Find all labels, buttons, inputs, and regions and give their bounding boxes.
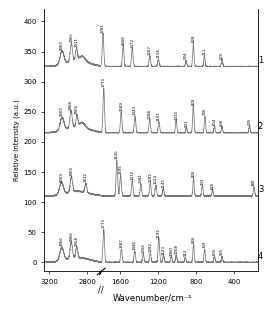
Text: 912: 912: [183, 249, 187, 256]
Text: 1008: 1008: [174, 244, 178, 254]
Text: 2911: 2911: [75, 37, 78, 47]
Text: 626: 626: [211, 182, 214, 189]
Text: 1773: 1773: [102, 77, 106, 87]
Text: 3: 3: [258, 185, 263, 194]
Text: 2968: 2968: [69, 100, 73, 110]
Text: 1356: 1356: [141, 243, 145, 253]
Text: 1191: 1191: [157, 111, 161, 121]
Text: 706: 706: [203, 108, 207, 115]
Text: 2965: 2965: [69, 32, 73, 42]
Text: 1781: 1781: [101, 23, 105, 33]
Text: 188: 188: [252, 178, 256, 186]
Text: 1773: 1773: [102, 218, 106, 228]
Text: 604: 604: [212, 118, 217, 125]
Text: 1288: 1288: [148, 109, 152, 119]
Text: 1635: 1635: [115, 149, 119, 159]
Text: 1: 1: [258, 56, 263, 65]
Text: 901: 901: [184, 120, 188, 127]
Text: 1472: 1472: [130, 37, 134, 47]
Text: 1568: 1568: [121, 35, 125, 45]
Text: 1595: 1595: [119, 164, 123, 174]
Text: 828: 828: [191, 35, 195, 42]
Y-axis label: Relative intensity (a.u.): Relative intensity (a.u.): [14, 100, 20, 181]
Text: 2812: 2812: [84, 173, 88, 183]
Text: 709: 709: [202, 241, 207, 248]
Text: 3063: 3063: [60, 106, 64, 116]
Text: 526: 526: [220, 119, 224, 126]
Text: 1443: 1443: [133, 105, 137, 115]
Text: 3066: 3066: [60, 236, 64, 246]
Text: 733: 733: [200, 177, 204, 185]
Text: 2964: 2964: [70, 166, 73, 176]
Text: 1192: 1192: [157, 228, 161, 238]
Text: 3063: 3063: [60, 41, 64, 50]
Text: 1587: 1587: [119, 238, 123, 248]
Text: 1287: 1287: [148, 45, 152, 55]
Text: 826: 826: [191, 236, 196, 243]
Text: 3069: 3069: [60, 172, 63, 182]
Text: 1145: 1145: [161, 178, 165, 188]
Text: 1282: 1282: [148, 172, 152, 182]
Text: 1196: 1196: [157, 48, 160, 58]
Text: 828: 828: [191, 98, 195, 105]
Text: 4: 4: [258, 251, 263, 261]
Text: 525: 525: [220, 248, 224, 255]
Text: 1472: 1472: [130, 170, 134, 180]
Text: Wavenumber/cm⁻¹: Wavenumber/cm⁻¹: [112, 294, 192, 302]
Text: 525: 525: [220, 52, 224, 59]
Text: 904: 904: [184, 52, 188, 59]
Text: //: //: [98, 286, 104, 295]
Text: 1224: 1224: [154, 174, 158, 184]
Text: 826: 826: [191, 169, 196, 177]
Text: 1282: 1282: [148, 242, 152, 252]
Text: 1446: 1446: [133, 241, 137, 251]
Text: 1589: 1589: [119, 101, 123, 111]
Text: 2906: 2906: [75, 105, 79, 115]
Text: 1143: 1143: [161, 245, 165, 255]
Text: 1060: 1060: [169, 246, 173, 256]
Text: 2: 2: [258, 122, 263, 131]
Text: 1381: 1381: [139, 173, 143, 183]
Text: 711: 711: [202, 47, 206, 55]
Text: 1010: 1010: [174, 110, 178, 120]
Text: 2966: 2966: [69, 232, 73, 241]
Text: 2908: 2908: [75, 236, 79, 246]
Text: 235: 235: [248, 118, 252, 125]
Text: 605: 605: [212, 248, 217, 256]
